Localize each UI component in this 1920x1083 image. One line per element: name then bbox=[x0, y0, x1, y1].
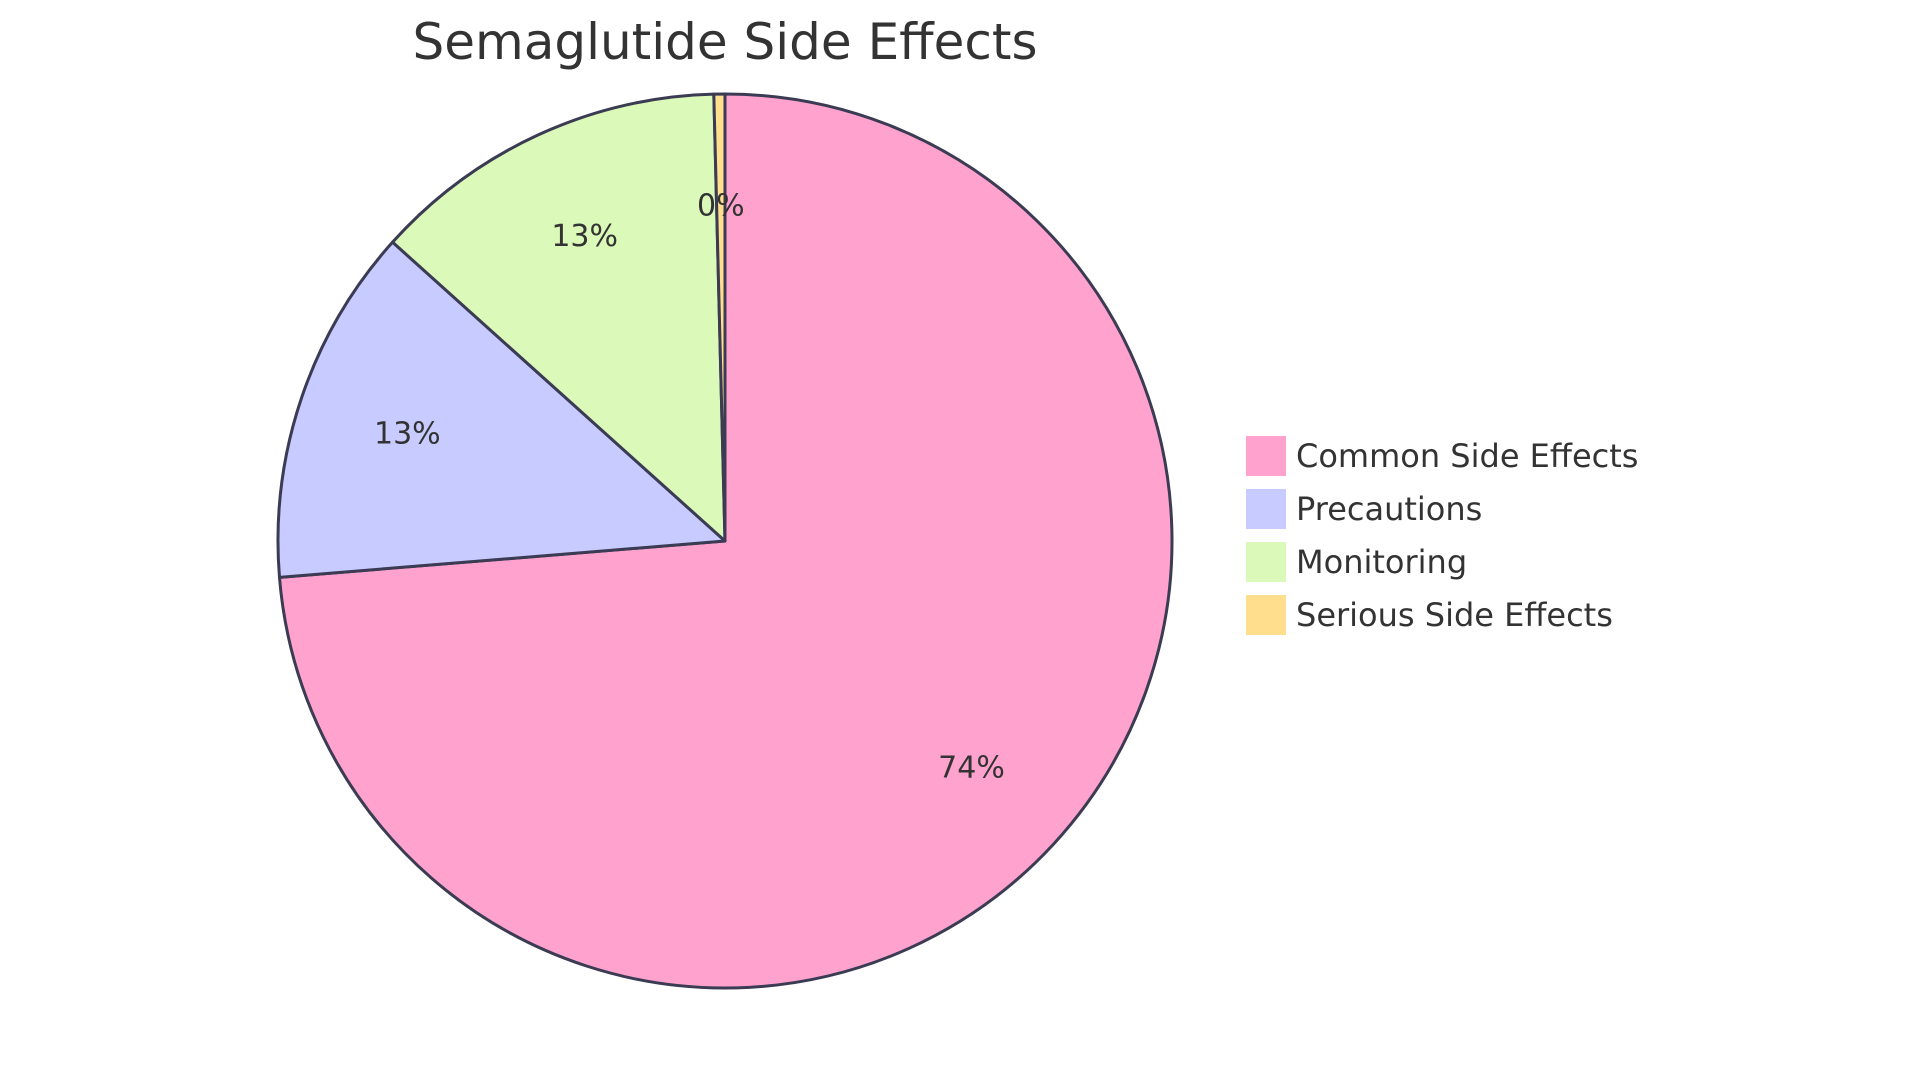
pie-slice-serious-side-effects bbox=[712, 92, 727, 543]
legend: Common Side Effects Precautions Monitoring… bbox=[1244, 434, 1638, 637]
legend-swatch-common-side-effects bbox=[1244, 434, 1288, 478]
legend-swatch-monitoring bbox=[1244, 540, 1288, 584]
pie-slice-label-monitoring: 13% bbox=[551, 219, 618, 254]
legend-swatch-precautions bbox=[1244, 487, 1288, 531]
pie-slice-label-serious-side-effects: 0% bbox=[697, 188, 745, 223]
pie-slice-label-common-side-effects: 74% bbox=[938, 751, 1005, 786]
legend-swatch-serious-side-effects bbox=[1244, 593, 1288, 637]
legend-label-serious-side-effects: Serious Side Effects bbox=[1296, 596, 1613, 634]
pie-slice-labels: 74% 13% 13% 0% bbox=[374, 188, 1005, 785]
pie-slice-label-precautions: 13% bbox=[374, 416, 441, 451]
legend-label-common-side-effects: Common Side Effects bbox=[1296, 437, 1638, 475]
pie-slice-monitoring bbox=[391, 92, 727, 543]
legend-label-monitoring: Monitoring bbox=[1296, 543, 1467, 581]
legend-label-precautions: Precautions bbox=[1296, 490, 1482, 528]
pie-slices bbox=[276, 92, 1174, 990]
chart-title: Semaglutide Side Effects bbox=[412, 13, 1037, 71]
pie-slice-precautions bbox=[276, 240, 727, 579]
